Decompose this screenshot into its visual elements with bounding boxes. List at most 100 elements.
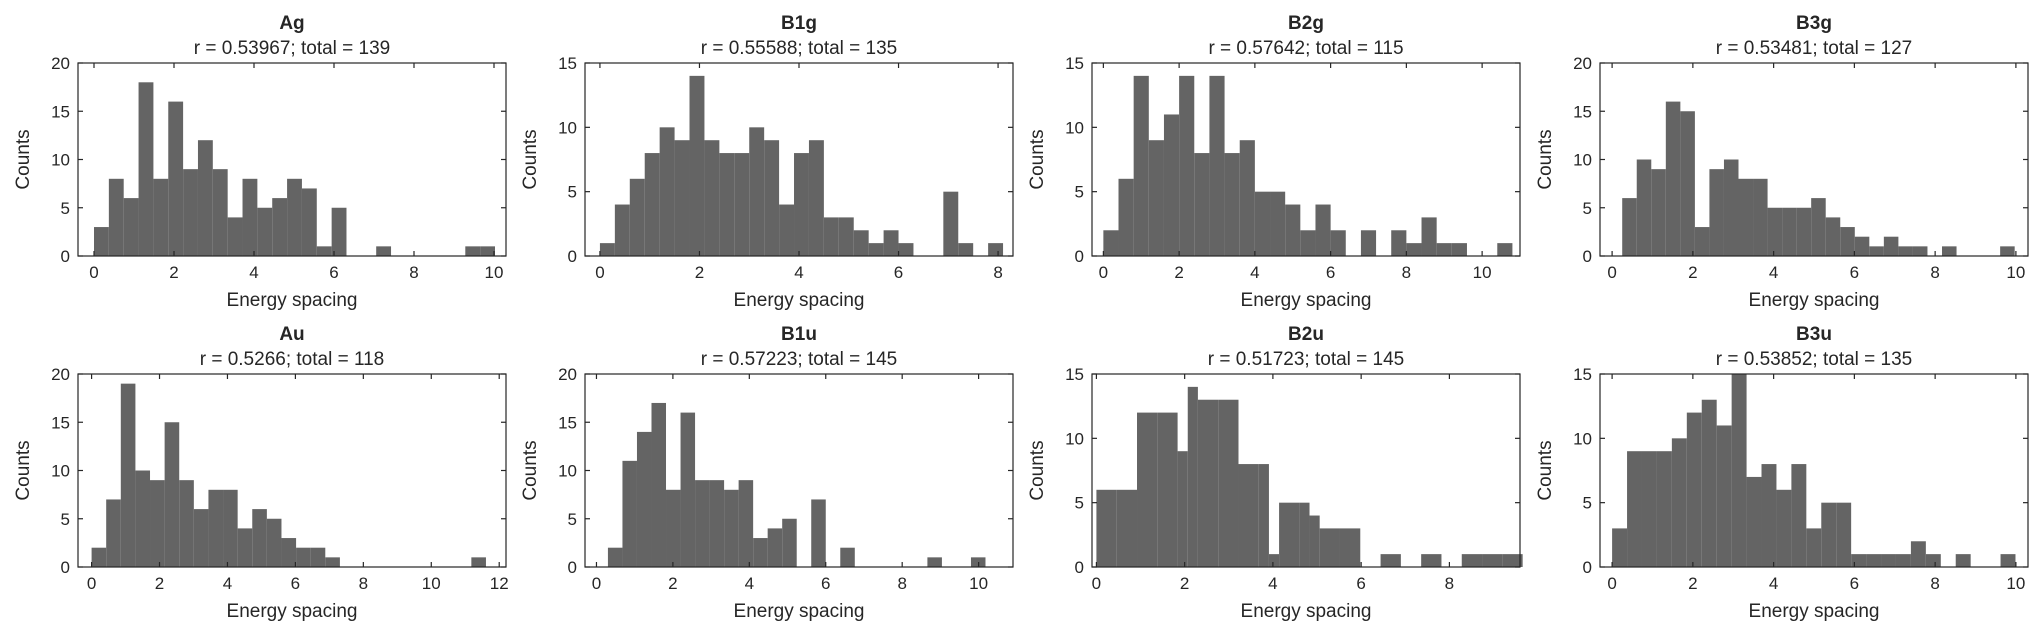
histogram-bar — [811, 499, 826, 567]
histogram-bar — [764, 140, 780, 256]
histogram-bar — [659, 127, 675, 256]
y-tick-label: 0 — [1583, 558, 1592, 577]
x-tick-label: 4 — [249, 263, 258, 282]
histogram-bar — [1898, 246, 1913, 256]
histogram-bar — [674, 140, 690, 256]
x-tick-label: 4 — [1250, 263, 1259, 282]
histogram-bar — [680, 412, 696, 567]
histogram-bar — [471, 557, 486, 567]
y-tick-label: 0 — [61, 558, 70, 577]
histogram-bar — [138, 82, 154, 256]
x-tick-label: 6 — [1850, 574, 1859, 593]
histogram-bar — [1854, 236, 1870, 256]
histogram-bar — [316, 246, 332, 256]
panel-subtitle: r = 0.53481; total = 127 — [1716, 38, 1913, 59]
x-tick-label: 8 — [993, 263, 1002, 282]
panel-subtitle: r = 0.5266; total = 118 — [200, 349, 385, 370]
histogram-bar — [636, 431, 652, 567]
y-tick-label: 5 — [1583, 494, 1592, 513]
histogram-bar — [1782, 207, 1797, 256]
histogram-bar — [1881, 554, 1896, 567]
y-axis-label: Counts — [13, 129, 34, 189]
y-tick-label: 5 — [568, 510, 577, 529]
y-tick-label: 20 — [51, 365, 70, 384]
y-axis-label: Counts — [520, 440, 541, 500]
histogram-bar — [287, 178, 302, 256]
histogram-bar — [296, 547, 311, 567]
y-tick-label: 5 — [61, 510, 70, 529]
histogram-bar — [1406, 243, 1422, 256]
panel-b2g: 0 2 4 6 8 10 0 5 10 15 B2g r = 0.57642; total = 115… — [1027, 13, 1521, 311]
histogram-bar — [1137, 412, 1158, 567]
x-tick-label: 4 — [794, 263, 803, 282]
histogram-bar — [1482, 554, 1503, 567]
histogram-bar — [782, 518, 797, 567]
x-tick-label: 2 — [1174, 263, 1183, 282]
panel-title: B2g — [1288, 13, 1324, 34]
histogram-bar — [1821, 502, 1837, 567]
histogram-bar — [1239, 140, 1255, 256]
histogram-bar — [651, 402, 667, 567]
x-tick-label: 8 — [897, 574, 906, 593]
y-tick-label: 5 — [1075, 183, 1084, 202]
x-axis-label: Energy spacing — [1749, 290, 1880, 311]
histogram-bar — [1636, 159, 1652, 256]
histogram-bar — [1380, 554, 1401, 567]
histogram-bar — [227, 217, 243, 256]
panel-subtitle: r = 0.57642; total = 115 — [1208, 38, 1403, 59]
bars — [94, 82, 495, 256]
histogram-bar — [2000, 554, 2016, 567]
x-tick-label: 2 — [1688, 574, 1697, 593]
x-tick-label: 6 — [329, 263, 338, 282]
histogram-bar — [1612, 528, 1628, 567]
histogram-bar — [1157, 412, 1178, 567]
histogram-bar — [808, 140, 824, 256]
panel-title: B3u — [1796, 324, 1832, 345]
histogram-bar — [1421, 217, 1437, 256]
histogram-bar — [1300, 230, 1316, 256]
panel-ag: 0 2 4 6 8 10 0 5 10 15 20 Ag r = 0.53967; total = 13… — [13, 13, 507, 311]
histogram-bar — [1811, 198, 1826, 256]
histogram-bar — [1177, 451, 1188, 567]
histogram-bar — [1796, 207, 1812, 256]
x-tick-label: 8 — [409, 263, 418, 282]
y-tick-label: 5 — [1075, 494, 1084, 513]
histogram-bar — [1209, 75, 1225, 257]
histogram-bar — [1622, 198, 1637, 256]
x-tick-label: 0 — [87, 574, 96, 593]
y-tick-label: 0 — [568, 558, 577, 577]
x-tick-label: 6 — [1326, 263, 1335, 282]
histogram-bar — [1339, 528, 1361, 567]
histogram-bar — [1851, 554, 1867, 567]
y-axis-label: Counts — [1027, 440, 1048, 500]
histogram-bar — [629, 178, 645, 256]
histogram-bar — [607, 547, 623, 567]
x-tick-label: 8 — [1930, 574, 1939, 593]
histogram-bar — [1709, 169, 1724, 256]
histogram-bar — [1651, 169, 1666, 256]
panel-title: B2u — [1288, 324, 1324, 345]
histogram-bar — [123, 198, 139, 256]
panel-subtitle: r = 0.53967; total = 139 — [194, 38, 391, 59]
panel-subtitle: r = 0.51723; total = 145 — [1208, 349, 1405, 370]
histogram-bar — [120, 383, 136, 567]
histogram-bar — [767, 528, 783, 567]
histogram-bar — [719, 153, 735, 256]
histogram-bar — [331, 207, 347, 256]
histogram-bar — [749, 127, 765, 256]
histogram-bar — [1866, 554, 1882, 567]
histogram-bar — [1680, 111, 1695, 256]
histogram-bar — [257, 207, 273, 256]
histogram-bar — [1187, 386, 1198, 567]
histogram-bar — [310, 547, 326, 567]
bars — [1103, 75, 1513, 257]
histogram-bar — [853, 230, 869, 256]
histogram-bar — [622, 460, 637, 567]
histogram-bar — [1497, 243, 1513, 256]
histogram-bar — [709, 480, 725, 567]
y-axis-label: Counts — [1535, 440, 1556, 500]
histogram-bar — [1723, 159, 1739, 256]
x-tick-label: 10 — [485, 263, 504, 282]
bars — [1622, 101, 2015, 256]
